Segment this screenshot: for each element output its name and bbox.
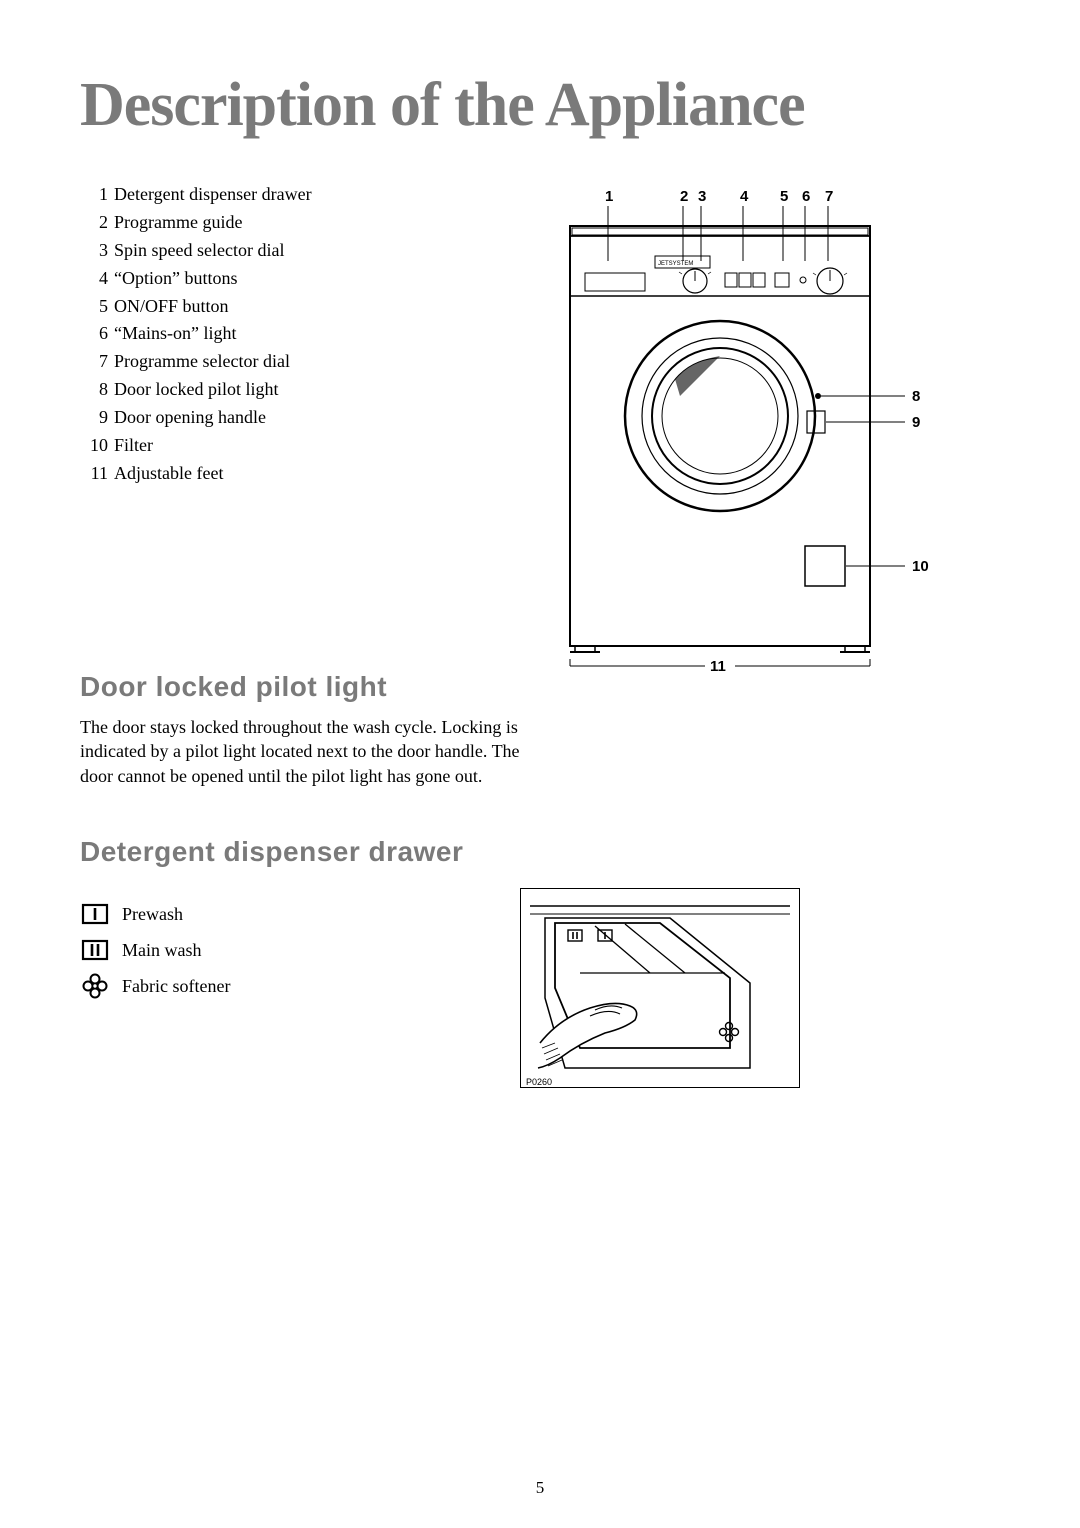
list-item: Prewash — [80, 896, 460, 932]
list-item: Fabric softener — [80, 968, 460, 1004]
parts-list: 1Detergent dispenser drawer 2Programme g… — [80, 181, 500, 488]
part-number: 1 — [80, 181, 108, 209]
drawer-item-label: Fabric softener — [122, 968, 230, 1004]
part-number: 10 — [80, 432, 108, 460]
section-heading-detergent-drawer: Detergent dispenser drawer — [80, 836, 1000, 868]
pilot-light-description: The door stays locked throughout the was… — [80, 715, 540, 788]
part-label: ON/OFF button — [114, 293, 229, 321]
list-item: 11Adjustable feet — [80, 460, 500, 488]
part-label: Filter — [114, 432, 153, 460]
upper-content-row: 1Detergent dispenser drawer 2Programme g… — [80, 181, 1000, 661]
mainwash-icon — [80, 938, 110, 962]
part-number: 6 — [80, 320, 108, 348]
list-item: 9Door opening handle — [80, 404, 500, 432]
callout-5: 5 — [780, 188, 788, 205]
brand-label: JETSYSTEM — [658, 261, 693, 267]
prewash-icon — [80, 902, 110, 926]
list-item: 6“Mains-on” light — [80, 320, 500, 348]
part-label: Programme guide — [114, 209, 242, 237]
washing-machine-diagram-svg: 1 2 3 4 5 6 7 — [530, 181, 960, 671]
part-label: “Option” buttons — [114, 265, 238, 293]
page-title: Description of the Appliance — [80, 70, 1000, 141]
part-label: Programme selector dial — [114, 348, 290, 376]
parts-list-column: 1Detergent dispenser drawer 2Programme g… — [80, 181, 500, 661]
part-label: Detergent dispenser drawer — [114, 181, 312, 209]
drawer-item-label: Main wash — [122, 932, 202, 968]
callout-1: 1 — [605, 188, 613, 205]
part-number: 3 — [80, 237, 108, 265]
list-item: 7Programme selector dial — [80, 348, 500, 376]
list-item: 4“Option” buttons — [80, 265, 500, 293]
detergent-row: Prewash Main wash — [80, 888, 1000, 1093]
part-number: 8 — [80, 376, 108, 404]
callout-8: 8 — [912, 388, 920, 405]
list-item: 8Door locked pilot light — [80, 376, 500, 404]
part-number: 11 — [80, 460, 108, 488]
part-label: Door locked pilot light — [114, 376, 278, 404]
drawer-list: Prewash Main wash — [80, 896, 460, 1004]
callout-2: 2 — [680, 188, 688, 205]
part-label: Door opening handle — [114, 404, 266, 432]
page-number: 5 — [536, 1478, 545, 1498]
drawer-diagram-code: P0260 — [526, 1077, 552, 1087]
callout-6: 6 — [802, 188, 810, 205]
callout-9: 9 — [912, 414, 920, 431]
part-number: 7 — [80, 348, 108, 376]
appliance-diagram-column: 1 2 3 4 5 6 7 — [530, 181, 960, 661]
part-number: 4 — [80, 265, 108, 293]
callout-10: 10 — [912, 558, 929, 575]
list-item: Main wash — [80, 932, 460, 968]
part-label: Spin speed selector dial — [114, 237, 284, 265]
part-number: 9 — [80, 404, 108, 432]
list-item: 3Spin speed selector dial — [80, 237, 500, 265]
list-item: 10Filter — [80, 432, 500, 460]
list-item: 5ON/OFF button — [80, 293, 500, 321]
detergent-icons-column: Prewash Main wash — [80, 888, 460, 1093]
softener-flower-icon — [80, 974, 110, 998]
list-item: 2Programme guide — [80, 209, 500, 237]
part-label: Adjustable feet — [114, 460, 223, 488]
list-item: 1Detergent dispenser drawer — [80, 181, 500, 209]
part-number: 5 — [80, 293, 108, 321]
appliance-diagram: 1 2 3 4 5 6 7 — [530, 181, 960, 661]
callout-11: 11 — [710, 658, 726, 671]
part-label: “Mains-on” light — [114, 320, 236, 348]
callout-7: 7 — [825, 188, 833, 205]
drawer-diagram-column: P0260 — [520, 888, 800, 1093]
drawer-diagram-svg: P0260 — [520, 888, 800, 1088]
callout-4: 4 — [740, 188, 749, 205]
part-number: 2 — [80, 209, 108, 237]
callout-3: 3 — [698, 188, 706, 205]
drawer-item-label: Prewash — [122, 896, 183, 932]
section-heading-pilot-light: Door locked pilot light — [80, 671, 1000, 703]
